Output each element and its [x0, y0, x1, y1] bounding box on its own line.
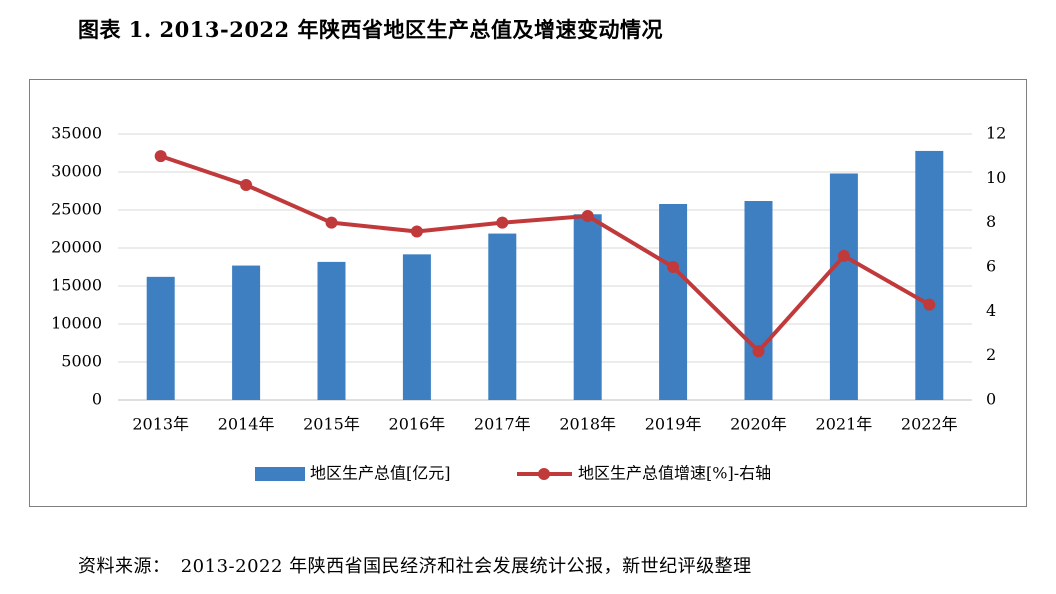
y-left-tick-label: 20000 [51, 238, 102, 257]
y-right-tick-label: 10 [986, 168, 1006, 187]
bar-gdp [573, 214, 602, 400]
bar-gdp [402, 254, 431, 400]
point-growth-rate [837, 249, 850, 262]
figure-title: 图表 1. 2013-2022 年陕西省地区生产总值及增速变动情况 [78, 17, 663, 42]
legend-label-line: 地区生产总值增速[%]-右轴 [578, 464, 771, 483]
point-growth-rate [496, 216, 509, 229]
y-right-tick-label: 0 [986, 390, 996, 409]
source-label: 资料来源： [78, 556, 171, 577]
y-right-tick-label: 8 [986, 212, 996, 231]
x-tick-label: 2021年 [816, 415, 873, 434]
point-growth-rate [154, 150, 167, 163]
x-tick-label: 2022年 [901, 415, 958, 434]
y-left-tick-label: 35000 [51, 124, 102, 143]
point-growth-rate [581, 210, 594, 223]
y-left-tick-label: 25000 [51, 200, 102, 219]
point-growth-rate [923, 298, 936, 311]
source-text: 2013-2022 年陕西省国民经济和社会发展统计公报，新世纪评级整理 [180, 556, 752, 577]
x-tick-label: 2020年 [730, 415, 787, 434]
bar-gdp [317, 261, 346, 400]
y-left-tick-label: 15000 [51, 276, 102, 295]
x-tick-label: 2014年 [218, 415, 275, 434]
y-left-tick-label: 30000 [51, 162, 102, 181]
point-growth-rate [240, 178, 253, 191]
legend-label-bar: 地区生产总值[亿元] [310, 464, 451, 483]
point-growth-rate [752, 345, 765, 358]
source-note: 资料来源： 2013-2022 年陕西省国民经济和社会发展统计公报，新世纪评级整… [78, 552, 756, 578]
y-right-tick-label: 4 [986, 301, 996, 320]
point-growth-rate [410, 225, 423, 238]
bar-gdp [659, 203, 688, 400]
legend-swatch-bar [255, 467, 305, 481]
line-growth-rate [160, 154, 931, 354]
bar-gdp [829, 173, 858, 400]
y-left-tick-label: 0 [92, 390, 102, 409]
x-tick-label: 2019年 [645, 415, 702, 434]
point-growth-rate [667, 261, 680, 273]
x-tick-label: 2013年 [132, 415, 189, 434]
y-left-tick-label: 5000 [61, 352, 102, 371]
legend-swatch-marker [538, 468, 550, 480]
x-tick-label: 2018年 [559, 415, 616, 434]
bar-gdp [488, 233, 517, 400]
y-right-tick-label: 2 [986, 345, 996, 364]
x-tick-label: 2017年 [474, 415, 531, 434]
chart-frame [29, 79, 1027, 507]
point-growth-rate [325, 216, 338, 229]
bar-gdp [915, 150, 944, 400]
bar-gdp [744, 201, 773, 400]
bar-gdp [146, 276, 175, 400]
x-tick-label: 2016年 [389, 415, 446, 434]
y-right-tick-label: 12 [986, 124, 1006, 143]
x-tick-label: 2015年 [303, 415, 360, 434]
bar-gdp [232, 265, 261, 400]
y-right-tick-label: 6 [986, 257, 996, 276]
y-left-tick-label: 10000 [51, 314, 102, 333]
